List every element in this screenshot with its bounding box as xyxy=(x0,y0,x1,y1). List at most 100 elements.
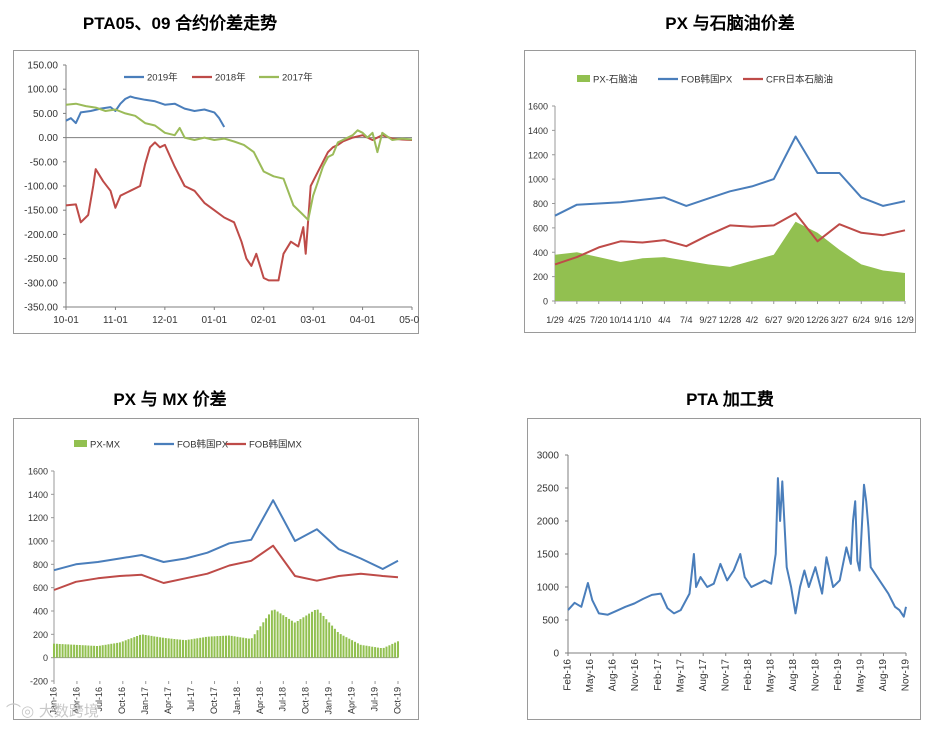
x-tick-label: May-17 xyxy=(675,659,686,693)
watermark-logo-icon: ⌒◎ xyxy=(6,702,35,720)
series-bar xyxy=(253,634,256,658)
series-bar xyxy=(184,640,187,658)
series-bar xyxy=(385,646,388,658)
series-bar xyxy=(176,639,179,658)
y-tick-label: 0 xyxy=(43,653,48,663)
series-bar xyxy=(262,622,265,658)
y-tick-label: 400 xyxy=(33,607,48,617)
x-tick-label: Jul-19 xyxy=(369,687,379,712)
x-tick-label: 12/9 xyxy=(896,315,914,325)
series-bar xyxy=(81,645,84,658)
series-bar xyxy=(87,645,90,658)
series-bar xyxy=(93,645,96,658)
y-tick-label: -50.00 xyxy=(30,157,59,168)
x-tick-label: 10/14 xyxy=(609,315,632,325)
y-tick-label: 2500 xyxy=(537,484,560,495)
series-bar xyxy=(61,644,64,658)
y-tick-label: 600 xyxy=(33,583,48,593)
y-tick-label: 1000 xyxy=(28,537,48,547)
series-bar xyxy=(147,635,150,658)
series-bar xyxy=(290,620,293,658)
series-bar xyxy=(342,635,345,658)
y-tick-label: 0 xyxy=(543,297,548,307)
series-bar xyxy=(73,644,76,658)
x-tick-label: Jan-19 xyxy=(324,687,334,715)
y-tick-label: 800 xyxy=(33,560,48,570)
series-bar xyxy=(388,645,391,658)
series-bar xyxy=(299,619,302,658)
legend-label: PX-MX xyxy=(90,440,121,451)
series-bar xyxy=(78,645,81,658)
x-tick-label: Jul-17 xyxy=(186,687,196,712)
y-tick-label: 500 xyxy=(542,616,559,627)
series-bar xyxy=(58,644,61,658)
x-tick-label: 12/28 xyxy=(719,315,742,325)
series-line xyxy=(65,95,226,128)
series-bar xyxy=(113,643,116,658)
series-bar xyxy=(187,639,190,658)
series-bar xyxy=(273,609,276,658)
y-tick-label: -250.00 xyxy=(24,254,58,265)
series-bar xyxy=(167,638,170,658)
series-bar xyxy=(202,637,205,658)
series-bar xyxy=(98,645,101,658)
x-tick-label: 4/2 xyxy=(746,315,759,325)
series-bar xyxy=(153,636,156,658)
series-line xyxy=(53,544,399,591)
x-tick-label: 12/26 xyxy=(806,315,829,325)
series-bar xyxy=(170,638,173,658)
x-tick-label: Jul-16 xyxy=(94,687,104,712)
series-bar xyxy=(316,609,319,658)
series-bar xyxy=(359,644,362,658)
y-tick-label: 800 xyxy=(533,199,548,209)
x-tick-label: May-18 xyxy=(765,659,776,693)
y-tick-label: 2000 xyxy=(537,517,560,528)
series-bar xyxy=(374,647,377,658)
series-bar xyxy=(279,613,282,658)
y-tick-label: 3000 xyxy=(537,451,560,462)
series-bar xyxy=(245,638,248,658)
series-bar xyxy=(394,642,397,658)
x-tick-label: Feb-18 xyxy=(743,659,754,691)
series-bar xyxy=(302,617,305,658)
series-bar xyxy=(118,642,121,658)
x-tick-label: 01-01 xyxy=(201,315,227,326)
x-tick-label: 04-01 xyxy=(350,315,376,326)
x-tick-label: 9/20 xyxy=(787,315,805,325)
series-bar xyxy=(104,644,107,658)
x-tick-label: Aug-19 xyxy=(878,659,889,692)
x-tick-label: Oct-17 xyxy=(209,687,219,714)
series-bar xyxy=(328,622,331,658)
series-bar xyxy=(199,637,202,658)
y-tick-label: 1600 xyxy=(528,102,548,112)
series-bar xyxy=(101,645,104,658)
series-bar xyxy=(365,645,368,658)
series-bar xyxy=(356,643,359,658)
series-bar xyxy=(207,636,210,658)
legend-swatch xyxy=(577,75,590,82)
series-bar xyxy=(116,642,119,658)
y-tick-label: -100.00 xyxy=(24,182,58,193)
series-bar xyxy=(156,636,159,658)
series-bar xyxy=(293,622,296,658)
y-tick-label: 0 xyxy=(553,649,559,660)
x-tick-label: 6/24 xyxy=(852,315,870,325)
series-bar xyxy=(250,638,253,658)
series-bar xyxy=(354,641,356,658)
series-line xyxy=(65,102,413,221)
series-bar xyxy=(368,646,371,658)
series-bar xyxy=(96,646,98,658)
series-bar xyxy=(227,635,230,658)
chart2-svg: 1600 1400 1200 1000 800 600 400 200 0 1/29 4/25 7/2… xyxy=(528,74,914,326)
series-bar xyxy=(225,635,227,658)
series-bar xyxy=(70,644,73,658)
legend-label: PX-石脑油 xyxy=(593,74,637,86)
series-bar xyxy=(159,637,162,658)
x-tick-label: Apr-17 xyxy=(163,687,173,714)
series-line xyxy=(53,499,399,572)
chart2-panel: 1600 1400 1200 1000 800 600 400 200 0 1/29 4/25 7/2… xyxy=(524,50,916,333)
chart1-svg: 150.00 100.00 50.00 0.00 -50.00 -100.00 -150.0… xyxy=(24,61,420,327)
series-bar xyxy=(222,635,225,658)
series-bar xyxy=(150,635,153,658)
series-bar xyxy=(382,647,385,658)
